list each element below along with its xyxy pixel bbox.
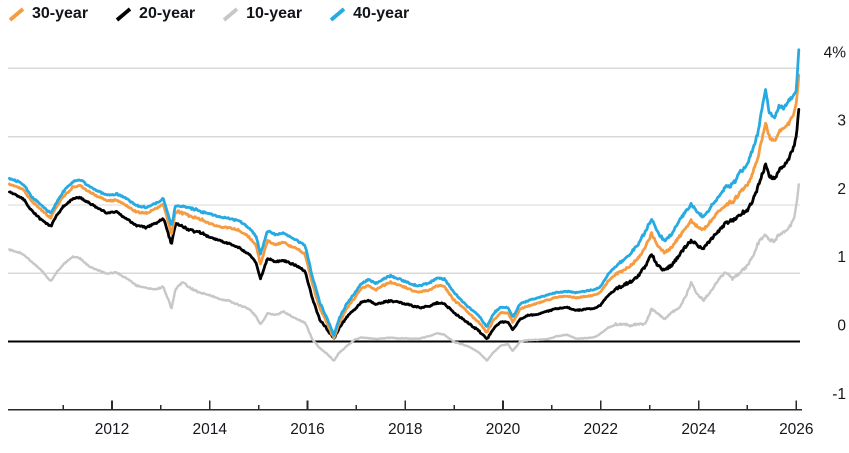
y-axis-label-1: 1: [837, 249, 846, 266]
series-line-10-year: [8, 183, 800, 362]
x-axis-label-2026: 2026: [779, 421, 813, 438]
x-axis-label-2014: 2014: [193, 421, 228, 438]
series-line-20-year: [8, 108, 801, 340]
x-axis-label-2012: 2012: [95, 421, 129, 438]
legend-swatch-30-year-icon: [8, 7, 25, 21]
series-line-30-year: [8, 73, 801, 340]
series-line-40-year: [8, 48, 801, 337]
legend-item-30-year: 30-year: [8, 6, 88, 22]
y-axis-label-4%: 4%: [824, 44, 847, 61]
chart-legend: 30-year 20-year 10-year 40-year: [8, 6, 409, 22]
legend-label-40-year: 40-year: [353, 5, 410, 22]
x-axis-label-2020: 2020: [486, 421, 521, 438]
x-axis-label-2018: 2018: [388, 421, 422, 438]
y-axis-label-2: 2: [837, 181, 846, 198]
y-axis-label-3: 3: [837, 113, 846, 130]
legend-item-40-year: 40-year: [329, 6, 409, 22]
x-axis-label-2022: 2022: [584, 421, 618, 438]
y-axis-label-0: 0: [837, 318, 846, 335]
legend-swatch-10-year-icon: [222, 7, 239, 21]
legend-item-20-year: 20-year: [115, 6, 195, 22]
x-axis-label-2016: 2016: [290, 421, 324, 438]
legend-swatch-20-year-icon: [115, 7, 132, 21]
legend-label-10-year: 10-year: [246, 5, 303, 22]
legend-label-20-year: 20-year: [139, 5, 196, 22]
legend-label-30-year: 30-year: [32, 5, 89, 22]
legend-item-10-year: 10-year: [222, 6, 302, 22]
x-axis-label-2024: 2024: [681, 421, 716, 438]
y-axis-label--1: -1: [832, 386, 846, 403]
legend-swatch-40-year-icon: [329, 7, 346, 21]
